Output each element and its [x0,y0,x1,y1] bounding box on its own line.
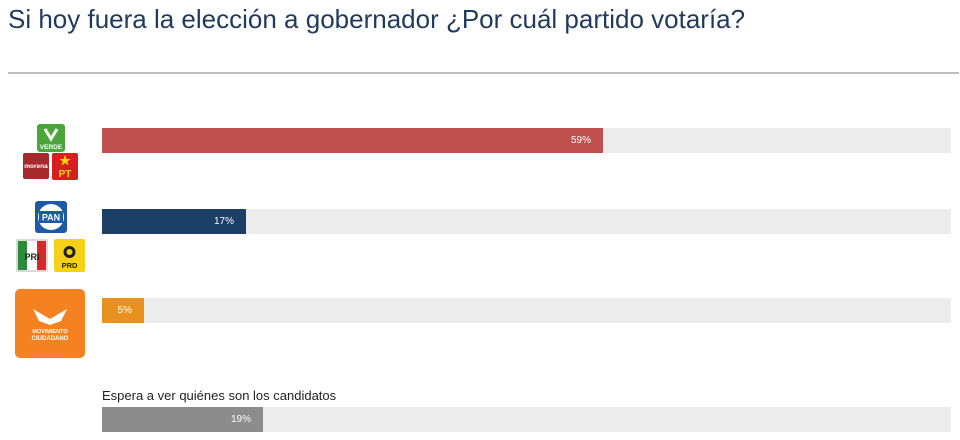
bar-label-movimiento-ciudadano: 5% [117,305,132,316]
bar-morena-alliance [102,128,603,153]
prd-logo: PRD [54,239,85,272]
svg-text:PAN: PAN [42,213,60,223]
bar-label-pan-alliance: 17% [213,216,234,227]
bar-track-pan-alliance: 17% [102,209,951,234]
bar-track-morena-alliance: 59% [102,128,951,153]
title-divider [8,72,959,74]
svg-text:morena: morena [24,163,48,170]
pan-logo: PAN [35,201,67,233]
svg-text:CIUDADANO: CIUDADANO [32,336,69,342]
bar-movimiento-ciudadano [102,298,144,323]
morena-logo: morena [23,153,49,179]
bar-pan-alliance [102,209,246,234]
svg-text:PT: PT [59,169,72,180]
bar-undecided [102,407,263,432]
pri-logo: PRI [16,239,48,272]
verde-logo: VERDE [37,124,65,152]
svg-text:MOVIMIENTO: MOVIMIENTO [32,329,68,335]
chart-title: Si hoy fuera la elección a gobernador ¿P… [8,4,746,34]
category-label-undecided: Espera a ver quiénes son los candidatos [102,388,337,403]
pt-logo: PT [52,153,78,180]
bar-track-undecided: 19% [102,407,951,432]
bar-label-undecided: 19% [230,414,251,425]
svg-text:VERDE: VERDE [40,144,63,151]
svg-text:PRI: PRI [24,252,39,262]
bar-track-movimiento-ciudadano: 5% [102,298,951,323]
movimiento-ciudadano-logo: MOVIMIENTO CIUDADANO [15,289,85,358]
bar-label-morena-alliance: 59% [570,135,591,146]
svg-text:PRD: PRD [62,261,78,270]
